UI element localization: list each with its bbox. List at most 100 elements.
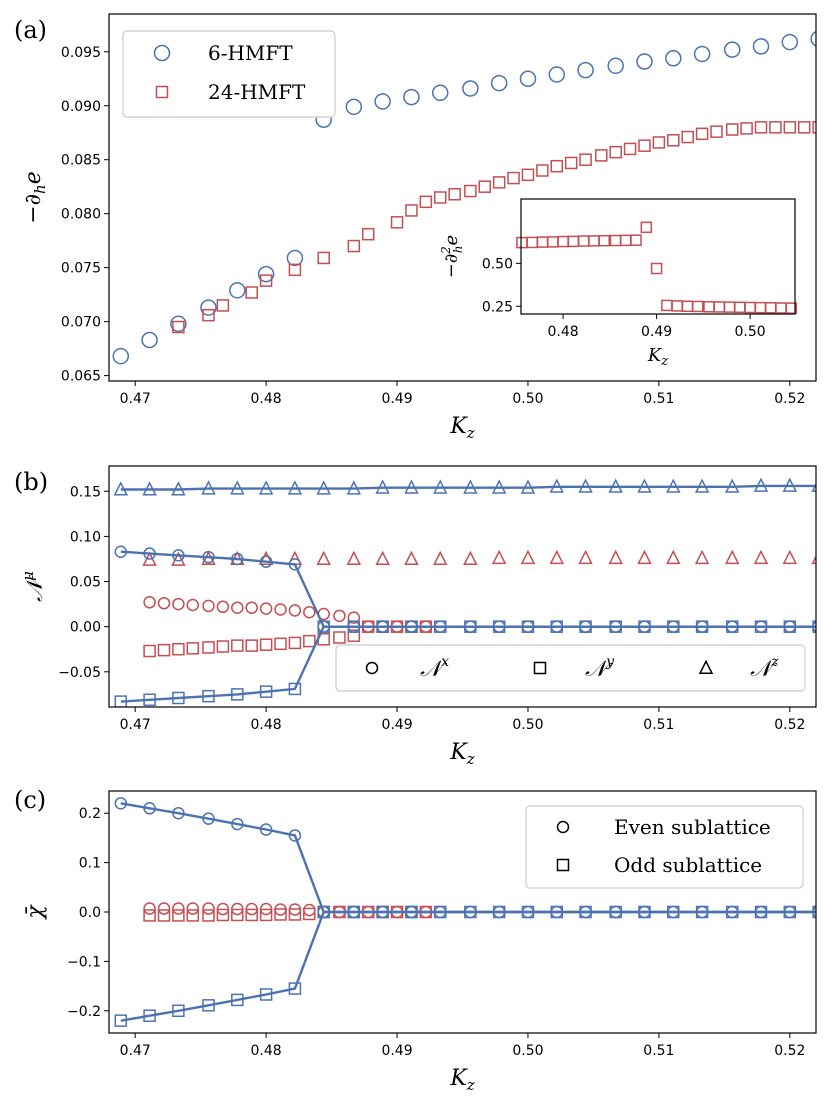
- red-triangle-point: [520, 549, 536, 565]
- legend-b: 𝒩x 𝒩y 𝒩z: [335, 644, 806, 692]
- series-24-hmft-point: [536, 164, 549, 177]
- blue-square-point: [317, 620, 330, 633]
- red-triangle-point: [724, 549, 740, 565]
- y-tick-label: 0.075: [61, 261, 101, 277]
- blue-square-point: [317, 905, 330, 919]
- y-tick-label: 0.070: [61, 315, 101, 331]
- series-24-hmft-point: [478, 180, 492, 193]
- x-tick-label: 0.52: [774, 391, 805, 407]
- red-square-point: [202, 641, 215, 654]
- red-square-point: [157, 643, 171, 657]
- x-tick-label: 0.50: [512, 717, 543, 733]
- red-triangle-point: [637, 549, 652, 565]
- blue-square-point: [812, 905, 816, 919]
- panel-c-axes: 0.47 0.48 0.49 0.50 0.51 0.52 −0.2 −0.1 0.0 0.1 0.…: [23, 790, 817, 1094]
- panel-b-axes: 0.47 0.48 0.49 0.50 0.51 0.52 −0.05 0.00 0.05 0.1…: [19, 465, 817, 768]
- blue-triangle-point: [142, 481, 157, 496]
- blue-square-point: [202, 689, 215, 703]
- red-square-point: [186, 642, 200, 655]
- red-square-point: [143, 909, 156, 922]
- blue-square-point: [202, 999, 215, 1012]
- inset-x-tick-label: 0.50: [735, 324, 766, 340]
- series-24-hmft-point: [317, 251, 330, 265]
- blue-square-point: [695, 620, 709, 633]
- series-6-hmft-point: [170, 315, 187, 333]
- series-6-hmft-point: [462, 80, 479, 97]
- red-square-point: [245, 908, 258, 922]
- series-24-hmft-point: [579, 153, 592, 166]
- red-square-point: [303, 907, 316, 921]
- blue-triangle-point: [637, 478, 652, 493]
- legend-24-hmft-label: 24-HMFT: [208, 80, 306, 104]
- blue-square-point: [667, 620, 680, 633]
- series-6-hmft-point: [345, 98, 363, 116]
- inset-frame: [520, 198, 796, 315]
- x-tick-label: 0.50: [512, 1043, 543, 1059]
- red-triangle-point: [549, 549, 564, 565]
- y-tick-label: −0.2: [67, 1004, 101, 1020]
- red-square-point: [186, 909, 200, 922]
- y-axis-label: χ̄: [23, 904, 48, 921]
- red-triangle-point: [666, 549, 681, 565]
- series-6-hmft-point: [665, 50, 682, 67]
- red-triangle-point: [694, 549, 710, 565]
- series-6-hmft-point: [200, 299, 217, 316]
- red-circle-point: [288, 604, 302, 617]
- red-triangle-point: [404, 550, 419, 566]
- x-tick-label: 0.52: [774, 717, 805, 733]
- blue-triangle-point: [782, 477, 798, 492]
- series-24-hmft-point: [681, 130, 694, 144]
- y-tick-label: 0.065: [61, 369, 101, 385]
- series-24-hmft-point: [564, 156, 578, 170]
- red-triangle-point: [753, 549, 769, 565]
- blue-triangle-line: [120, 484, 816, 491]
- series-24-hmft-point: [390, 216, 404, 229]
- inset-x-tick-label: 0.48: [547, 324, 578, 340]
- x-tick-label: 0.49: [381, 1043, 412, 1059]
- series-24-hmft-point: [550, 159, 564, 173]
- red-triangle-point: [433, 550, 448, 566]
- blue-triangle-point: [608, 478, 623, 493]
- blue-square-point: [114, 695, 128, 707]
- y-tick-label: 0.05: [70, 575, 101, 591]
- blue-square-point: [609, 620, 622, 633]
- legend-circle-marker: [365, 661, 379, 675]
- panel-a-axes: 0.47 0.48 0.49 0.50 0.51 0.52 0.065 0.070 0.075 0…: [21, 13, 817, 442]
- red-circle-point: [172, 597, 185, 611]
- x-tick-label: 0.52: [774, 1043, 805, 1059]
- red-square-point: [216, 640, 230, 653]
- blue-square-point: [231, 993, 244, 1007]
- blue-circle-point: [114, 545, 128, 558]
- y-tick-label: −0.1: [67, 954, 101, 970]
- blue-square-point: [433, 620, 447, 633]
- x-tick-label: 0.48: [251, 391, 282, 407]
- blue-circle-point: [288, 829, 302, 842]
- blue-square-point: [143, 1009, 156, 1022]
- blue-triangle-point: [578, 478, 593, 493]
- red-square-point: [259, 908, 273, 922]
- red-triangle-point: [142, 551, 157, 566]
- red-triangle-point: [578, 549, 593, 565]
- blue-triangle-point: [694, 478, 710, 493]
- series-24-hmft-point: [347, 239, 361, 253]
- series-24-hmft-point: [492, 176, 506, 189]
- blue-square-point: [638, 620, 651, 633]
- series-6-hmft-point: [548, 66, 566, 83]
- x-tick-label: 0.51: [643, 1043, 674, 1059]
- red-square-point: [333, 631, 346, 644]
- red-circle-point: [186, 598, 200, 612]
- series-24-hmft-point: [202, 308, 215, 322]
- y-tick-label: −0.05: [58, 665, 101, 681]
- blue-square-line: [120, 910, 816, 1022]
- panel-b-label: (b): [14, 468, 48, 496]
- x-tick-label: 0.47: [120, 717, 151, 733]
- blue-triangle-point: [346, 480, 362, 495]
- y-tick-label: 0.0: [79, 905, 101, 921]
- red-circle-point: [202, 599, 215, 613]
- series-6-hmft-point: [519, 70, 537, 88]
- inset-x-axis-label: Kz: [647, 345, 668, 369]
- series-6-hmft-point: [577, 61, 594, 79]
- red-circle-point: [143, 902, 156, 915]
- series-24-hmft-point: [725, 123, 739, 136]
